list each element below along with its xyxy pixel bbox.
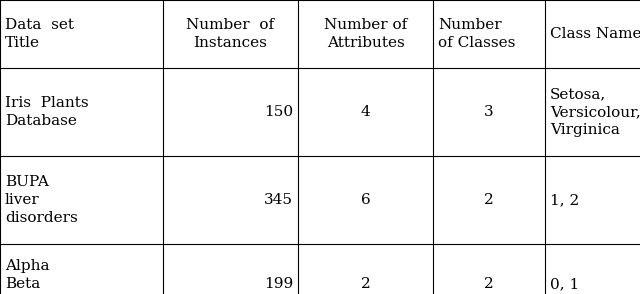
Text: Number of
Attributes: Number of Attributes [324, 18, 407, 50]
Text: 2: 2 [360, 277, 371, 291]
Text: Class Names: Class Names [550, 27, 640, 41]
Text: 0, 1: 0, 1 [550, 277, 579, 291]
Text: 4: 4 [360, 105, 371, 119]
Text: Alpha
Beta
Detection: Alpha Beta Detection [5, 259, 80, 294]
Text: Number
of Classes: Number of Classes [438, 18, 515, 50]
Text: 2: 2 [484, 193, 494, 207]
Text: Iris  Plants
Database: Iris Plants Database [5, 96, 88, 128]
Text: 150: 150 [264, 105, 293, 119]
Text: Data  set
Title: Data set Title [5, 18, 74, 50]
Text: 3: 3 [484, 105, 494, 119]
Text: Number  of
Instances: Number of Instances [186, 18, 275, 50]
Text: 345: 345 [264, 193, 293, 207]
Text: 199: 199 [264, 277, 293, 291]
Text: Setosa,
Versicolour,
Virginica: Setosa, Versicolour, Virginica [550, 87, 640, 137]
Text: BUPA
liver
disorders: BUPA liver disorders [5, 175, 77, 225]
Text: 6: 6 [360, 193, 371, 207]
Text: 1, 2: 1, 2 [550, 193, 579, 207]
Text: 2: 2 [484, 277, 494, 291]
